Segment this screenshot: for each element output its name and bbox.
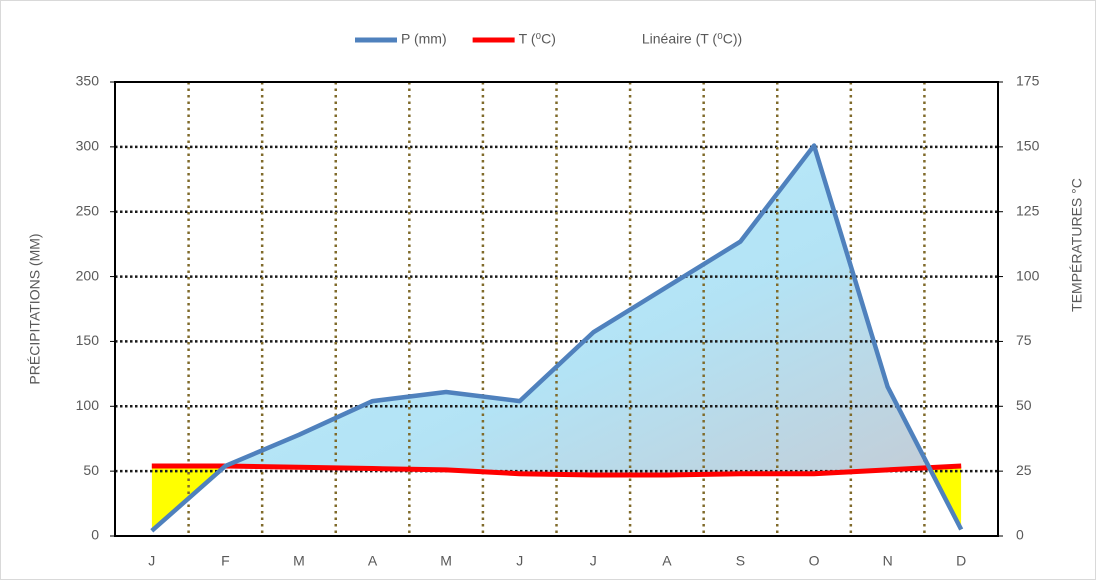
x-tick-label: J bbox=[148, 553, 155, 569]
plot-border bbox=[114, 81, 999, 537]
series-line bbox=[151, 463, 962, 478]
y-tick-label: 200 bbox=[76, 267, 100, 283]
y2-tick-label: 125 bbox=[1016, 202, 1040, 218]
y2-tick-label: 100 bbox=[1016, 267, 1040, 283]
x-tick-label: N bbox=[883, 553, 893, 569]
x-tick-label: J bbox=[590, 553, 597, 569]
x-tick-label: A bbox=[368, 553, 378, 569]
x-tick-label: M bbox=[440, 553, 452, 569]
y2-tick-label: 25 bbox=[1016, 462, 1032, 478]
y2-axis-title: TEMPÉRATURES °C bbox=[1069, 178, 1085, 312]
y-tick-label: 350 bbox=[76, 73, 100, 89]
y-axis-title: PRÉCIPITATIONS (MM) bbox=[27, 233, 43, 384]
y-tick-label: 250 bbox=[76, 202, 100, 218]
y2-tick-label: 0 bbox=[1016, 527, 1024, 543]
y2-tick-label: 50 bbox=[1016, 397, 1032, 413]
x-tick-label: O bbox=[809, 553, 820, 569]
x-tick-label: M bbox=[293, 553, 305, 569]
x-tick-label: F bbox=[221, 553, 230, 569]
legend-label: Linéaire (T (⁰C)) bbox=[642, 31, 742, 47]
y-tick-label: 0 bbox=[91, 527, 99, 543]
x-tick-label: J bbox=[516, 553, 523, 569]
y2-tick-label: 150 bbox=[1016, 138, 1040, 154]
x-tick-label: S bbox=[736, 553, 745, 569]
humid-area bbox=[151, 145, 962, 476]
y-tick-label: 150 bbox=[76, 332, 100, 348]
x-tick-label: A bbox=[662, 553, 672, 569]
x-tick-label: D bbox=[956, 553, 966, 569]
y-tick-label: 100 bbox=[76, 397, 100, 413]
y2-tick-label: 75 bbox=[1016, 332, 1032, 348]
series-line bbox=[150, 143, 964, 533]
legend-label: T (⁰C) bbox=[519, 31, 556, 47]
y-tick-label: 300 bbox=[76, 138, 100, 154]
y2-tick-label: 175 bbox=[1016, 73, 1040, 89]
legend-label: P (mm) bbox=[401, 31, 447, 47]
y-tick-label: 50 bbox=[83, 462, 99, 478]
